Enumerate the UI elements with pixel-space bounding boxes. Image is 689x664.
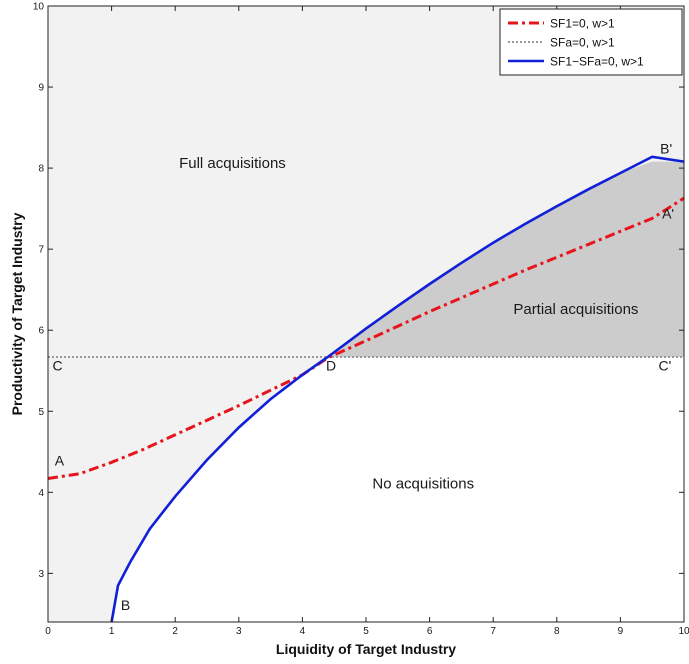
x-tick-label: 0 (45, 626, 51, 637)
partial-acquisitions-region (327, 161, 684, 357)
region-label: Full acquisitions (179, 155, 286, 172)
y-tick-label: 8 (38, 164, 44, 175)
x-tick-label: 1 (109, 626, 115, 637)
x-tick-label: 10 (678, 626, 689, 637)
legend-box (499, 8, 683, 76)
x-tick-label: 5 (363, 626, 369, 637)
sf1-line (47, 196, 685, 480)
x-axis-title: Liquidity of Target Industry (276, 641, 456, 657)
full-acquisitions-lower-region (48, 357, 328, 622)
x-tick-label: 9 (618, 626, 624, 637)
region-label: No acquisitions (372, 475, 474, 492)
legend-entry-label: SF1−SFa=0, w>1 (550, 55, 644, 69)
y-axis-title: Productivity of Target Industry (9, 212, 25, 415)
region-label: Partial acquisitions (513, 301, 638, 318)
x-tick-label: 3 (236, 626, 242, 637)
x-tick-label: 4 (300, 626, 306, 637)
point-label: C' (659, 358, 672, 374)
point-label: B' (660, 141, 672, 157)
axis-ticks: 0 1 2 3 4 5 6 7 8 9 10 3 4 5 6 7 8 9 10 (33, 2, 689, 638)
y-tick-label: 9 (38, 83, 44, 94)
y-tick-label: 4 (38, 488, 44, 499)
sf1-minus-sfa-line (110, 155, 685, 623)
point-label: A (55, 453, 65, 469)
series-lines (47, 155, 685, 623)
point-label: B (121, 597, 130, 613)
y-tick-label: 7 (38, 245, 44, 256)
legend-entry-label: SF1=0, w>1 (550, 17, 615, 31)
x-tick-label: 6 (427, 626, 433, 637)
x-tick-label: 2 (172, 626, 178, 637)
point-label: A' (662, 205, 674, 221)
x-tick-label: 8 (554, 626, 560, 637)
point-label: C (52, 358, 62, 374)
y-tick-label: 10 (33, 2, 45, 13)
legend: SF1=0, w>1 SFa=0, w>1 SF1−SFa=0, w>1 (499, 8, 683, 76)
chart-annotations: Full acquisitions Partial acquisitions No … (52, 141, 674, 613)
y-tick-label: 3 (38, 569, 44, 580)
y-tick-label: 5 (38, 407, 44, 418)
x-tick-label: 7 (490, 626, 496, 637)
y-tick-label: 6 (38, 326, 44, 337)
legend-entry-label: SFa=0, w>1 (550, 36, 615, 50)
point-label: D (326, 358, 336, 374)
plot-regions (48, 6, 684, 622)
